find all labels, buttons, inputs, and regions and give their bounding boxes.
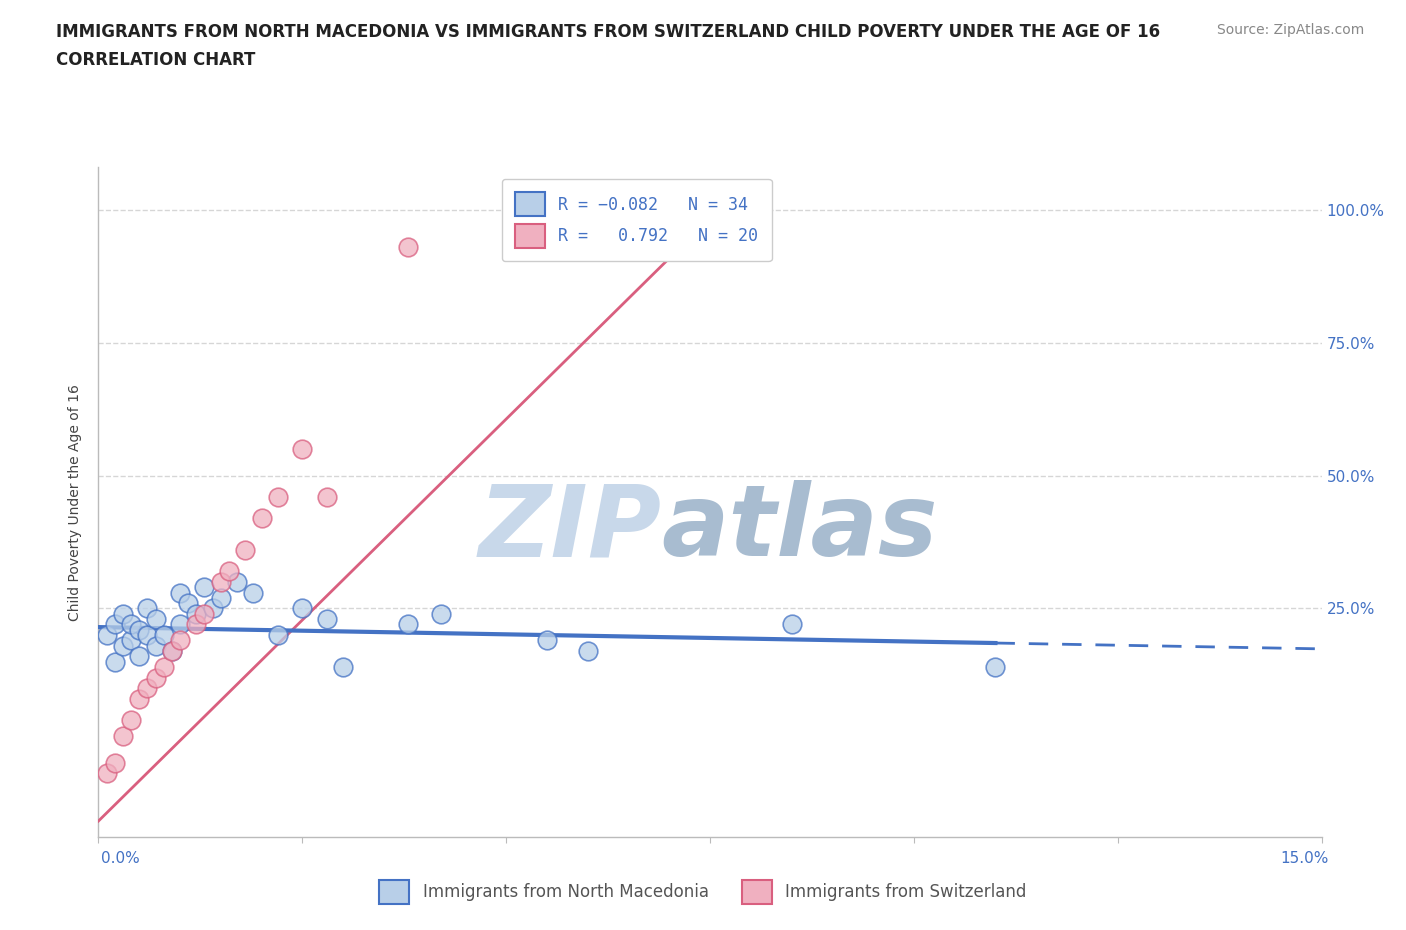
Point <box>291 601 314 616</box>
Point <box>120 712 142 727</box>
Point <box>120 617 142 631</box>
Point <box>136 601 159 616</box>
Point <box>120 633 142 648</box>
Point <box>96 765 118 780</box>
Point <box>984 659 1007 674</box>
Point <box>111 728 134 743</box>
Point <box>218 564 240 578</box>
Point <box>267 628 290 643</box>
Point <box>193 579 215 594</box>
Point <box>186 617 208 631</box>
Point <box>396 617 419 631</box>
Point <box>169 633 191 648</box>
Point <box>145 612 167 627</box>
Point <box>291 442 314 457</box>
Text: IMMIGRANTS FROM NORTH MACEDONIA VS IMMIGRANTS FROM SWITZERLAND CHILD POVERTY UND: IMMIGRANTS FROM NORTH MACEDONIA VS IMMIG… <box>56 23 1160 41</box>
Y-axis label: Child Poverty Under the Age of 16: Child Poverty Under the Age of 16 <box>69 384 83 620</box>
Point <box>145 638 167 653</box>
Text: 15.0%: 15.0% <box>1281 851 1329 866</box>
Point <box>250 511 273 525</box>
Point <box>193 606 215 621</box>
Text: CORRELATION CHART: CORRELATION CHART <box>56 51 256 69</box>
Point <box>128 622 150 637</box>
Legend: Immigrants from North Macedonia, Immigrants from Switzerland: Immigrants from North Macedonia, Immigra… <box>366 867 1040 917</box>
Point <box>145 671 167 685</box>
Point <box>430 606 453 621</box>
Point <box>160 644 183 658</box>
Text: atlas: atlas <box>661 481 938 578</box>
Point <box>96 628 118 643</box>
Text: 0.0%: 0.0% <box>101 851 141 866</box>
Point <box>152 659 174 674</box>
Point <box>536 633 558 648</box>
Point <box>576 644 599 658</box>
Point <box>104 654 127 669</box>
Point <box>111 606 134 621</box>
Point <box>186 606 208 621</box>
Text: Source: ZipAtlas.com: Source: ZipAtlas.com <box>1216 23 1364 37</box>
Point <box>233 542 256 557</box>
Point <box>201 601 224 616</box>
Point <box>315 489 337 504</box>
Point <box>152 628 174 643</box>
Legend: R = −0.082   N = 34, R =   0.792   N = 20: R = −0.082 N = 34, R = 0.792 N = 20 <box>502 179 772 261</box>
Point <box>136 628 159 643</box>
Point <box>226 575 249 590</box>
Point <box>160 644 183 658</box>
Point <box>104 755 127 770</box>
Point <box>267 489 290 504</box>
Point <box>209 575 232 590</box>
Point <box>111 638 134 653</box>
Point <box>209 591 232 605</box>
Point <box>136 681 159 696</box>
Text: ZIP: ZIP <box>478 481 661 578</box>
Point <box>242 585 264 600</box>
Point <box>315 612 337 627</box>
Point <box>104 617 127 631</box>
Point <box>177 596 200 611</box>
Point <box>396 240 419 255</box>
Point <box>332 659 354 674</box>
Point <box>128 691 150 706</box>
Point <box>169 585 191 600</box>
Point <box>128 649 150 664</box>
Point <box>169 617 191 631</box>
Point <box>780 617 803 631</box>
